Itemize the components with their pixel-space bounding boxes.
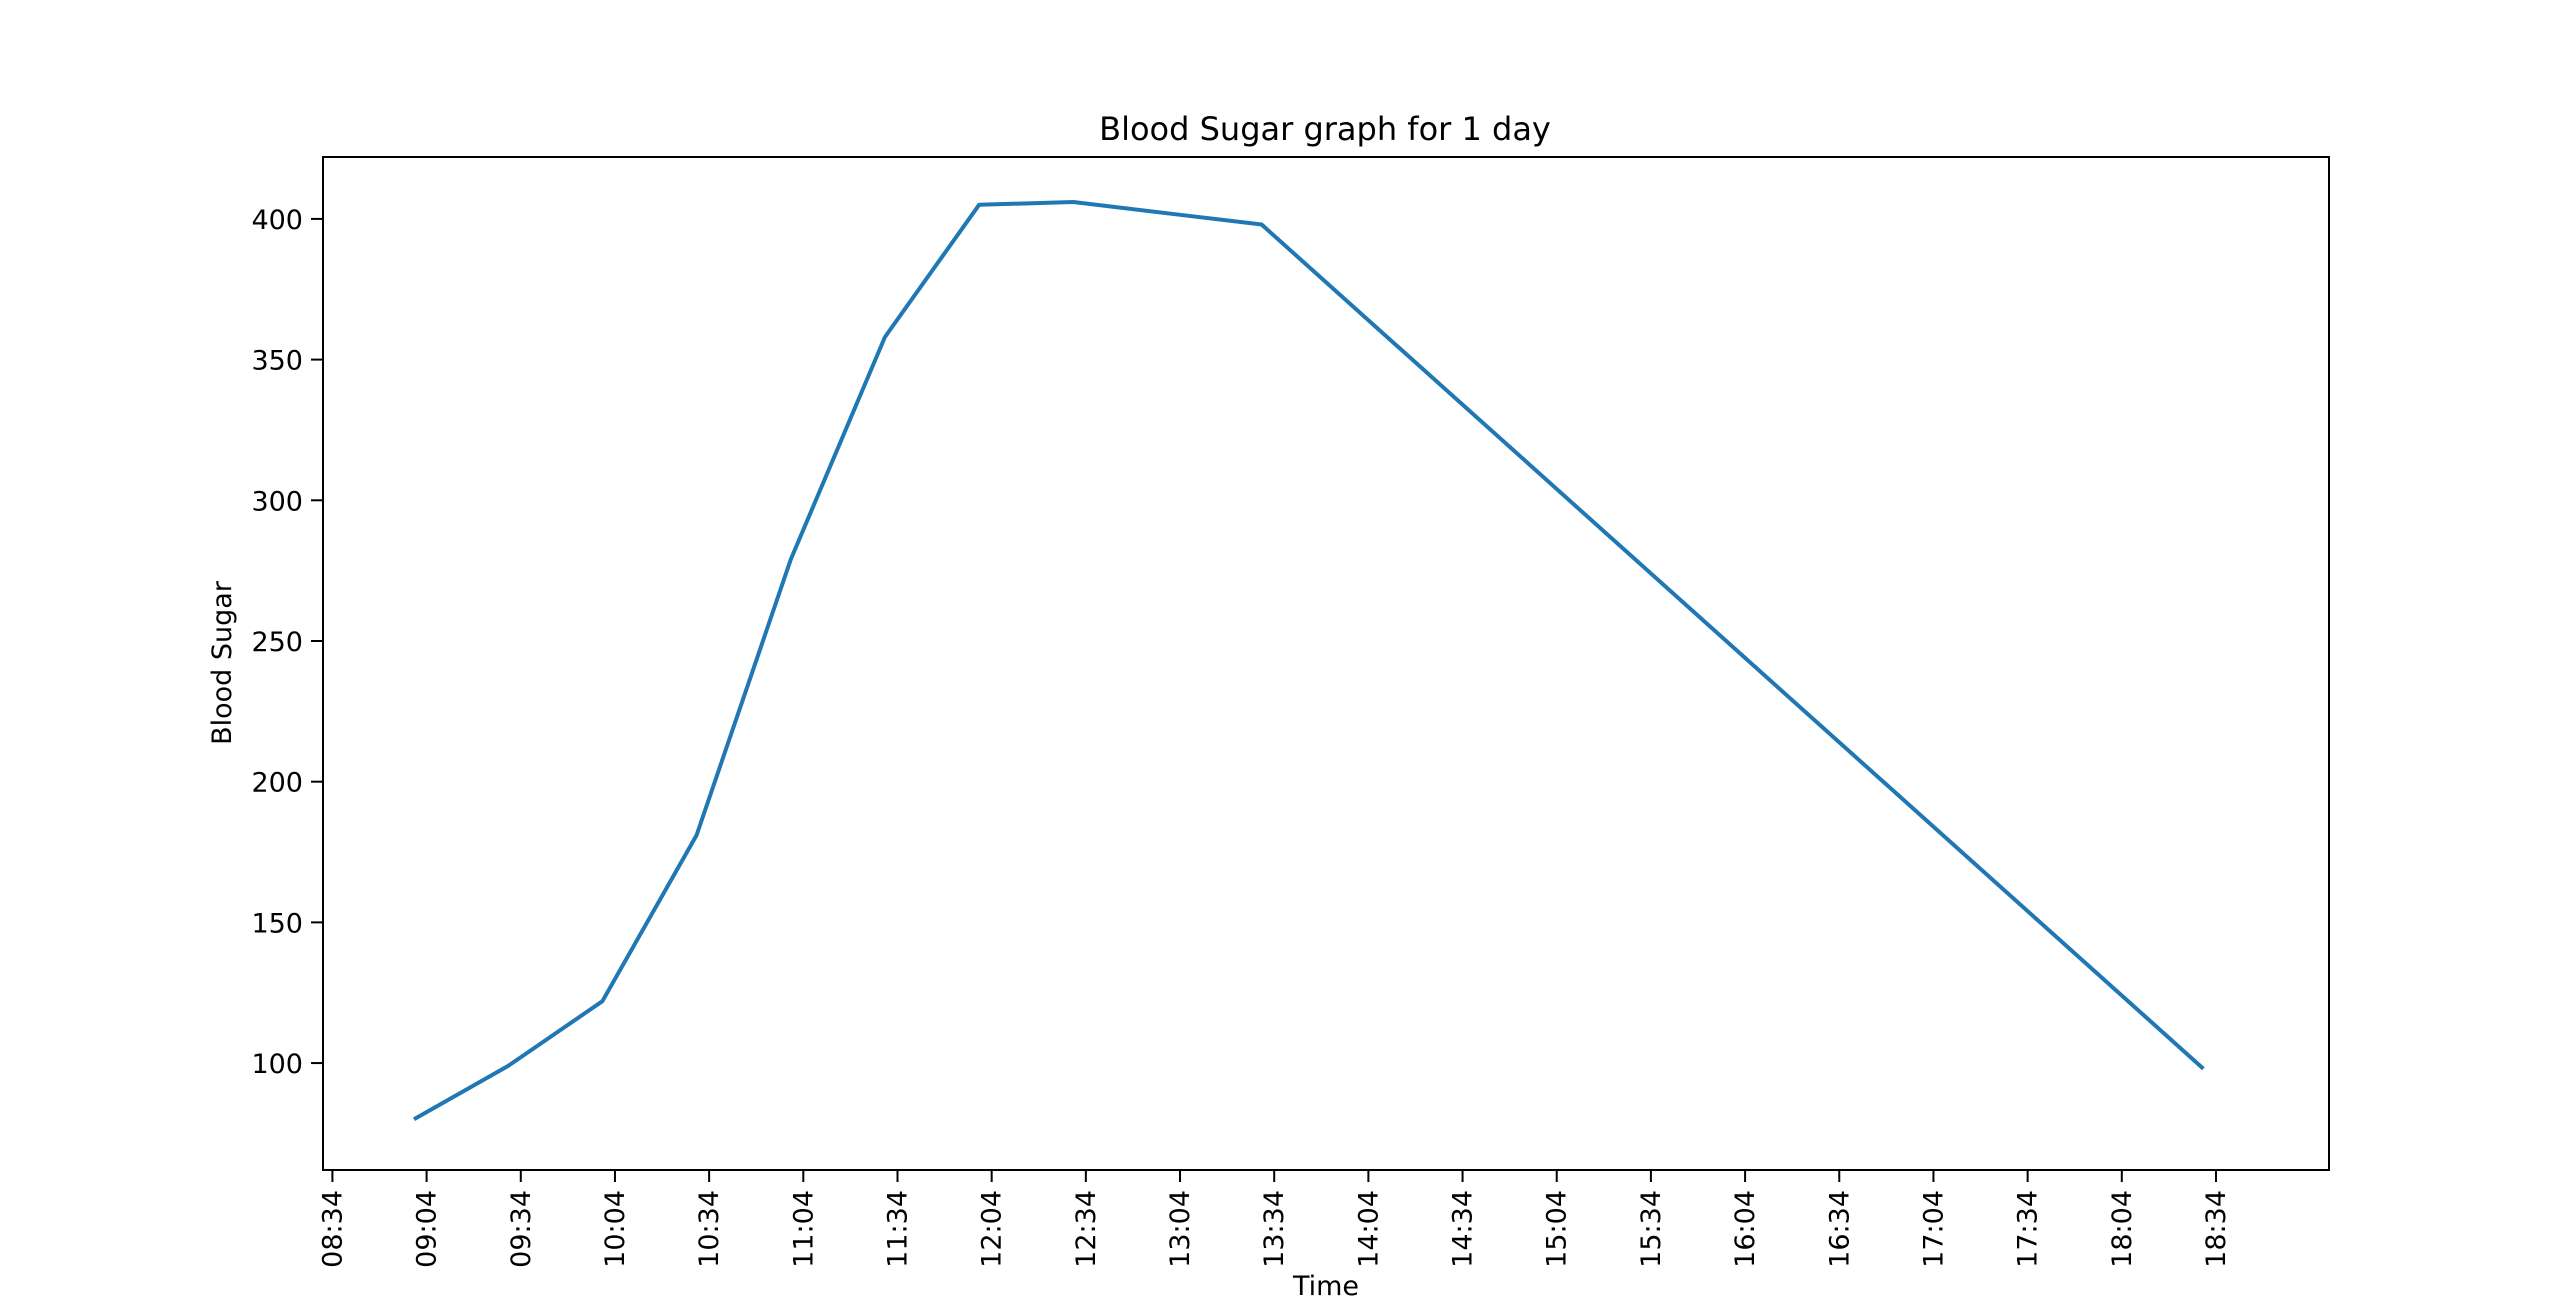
y-tick-label: 400 <box>251 205 303 236</box>
plot-frame <box>322 156 2330 1171</box>
y-tick-label: 300 <box>251 486 303 517</box>
x-tick-label: 17:04 <box>1918 1190 1949 1268</box>
x-tick-label: 10:34 <box>694 1190 725 1268</box>
x-tick-label: 18:04 <box>2107 1190 2138 1268</box>
y-tick-label: 250 <box>251 627 303 658</box>
x-tick-label: 13:34 <box>1259 1190 1290 1268</box>
x-tick-label: 10:04 <box>600 1190 631 1268</box>
x-tick-label: 16:34 <box>1824 1190 1855 1268</box>
x-axis-label: Time <box>1292 1271 1359 1302</box>
x-tick-label: 11:34 <box>882 1190 913 1268</box>
series-line <box>413 200 2205 1122</box>
x-tick-label: 14:04 <box>1353 1190 1384 1268</box>
x-tick-label: 12:04 <box>977 1190 1008 1268</box>
y-axis: 100 150 200 250 300 350 400 <box>251 205 323 1080</box>
x-tick-label: 11:04 <box>788 1190 819 1268</box>
x-tick-label: 12:34 <box>1071 1190 1102 1268</box>
x-tick-label: 18:34 <box>2201 1190 2232 1268</box>
x-tick-label: 08:34 <box>317 1190 348 1268</box>
plot-area <box>322 156 2330 1171</box>
x-tick-label: 13:04 <box>1165 1190 1196 1268</box>
y-tick-label: 100 <box>251 1049 303 1080</box>
y-axis-label: Blood Sugar <box>207 580 238 745</box>
series-layer <box>413 200 2205 1122</box>
x-axis: 08:34 09:04 09:34 10:04 10:34 11:04 11:34 12:04… <box>317 1170 2232 1268</box>
y-tick-label: 200 <box>251 768 303 799</box>
chart-title: Blood Sugar graph for 1 day <box>1099 110 1551 148</box>
x-tick-label: 17:34 <box>2013 1190 2044 1268</box>
x-tick-label: 15:04 <box>1542 1190 1573 1268</box>
x-tick-label: 14:34 <box>1448 1190 1479 1268</box>
x-tick-label: 09:04 <box>412 1190 443 1268</box>
x-tick-label: 16:04 <box>1730 1190 1761 1268</box>
y-tick-label: 150 <box>251 908 303 939</box>
x-tick-label: 15:34 <box>1636 1190 1667 1268</box>
y-tick-label: 350 <box>251 346 303 377</box>
x-tick-label: 09:34 <box>506 1190 537 1268</box>
